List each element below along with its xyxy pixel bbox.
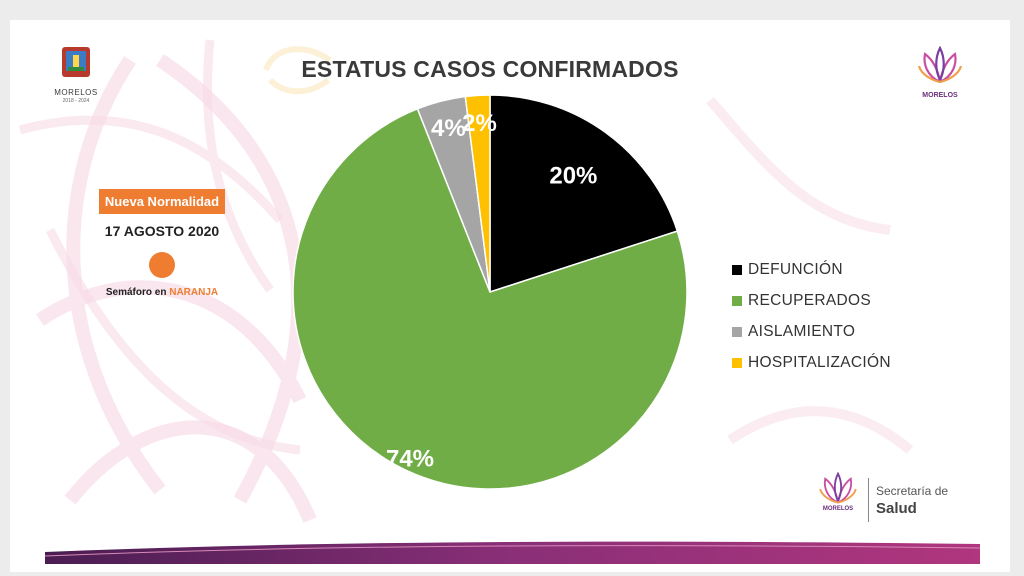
legend-swatch [732, 357, 742, 368]
bottom-decorative-band [45, 541, 980, 564]
slide: MORELOS 2018 - 2024 MORELOS ESTATUS CASO… [10, 20, 1010, 572]
legend-item: DEFUNCIÓN [732, 254, 891, 285]
data-label-recuperados: 74% [386, 445, 434, 472]
legend-label: DEFUNCIÓN [748, 260, 843, 278]
status-panel: Nueva Normalidad 17 AGOSTO 2020 Semáforo… [82, 189, 242, 298]
morelos-shield-icon [62, 47, 90, 77]
brand-caption: MORELOS [822, 506, 854, 512]
background-decoration [18, 39, 914, 523]
secretaria-salud-logo: MORELOS Secretaría de Salud [810, 472, 980, 532]
morelos-logo-left: MORELOS 2018 - 2024 [46, 45, 106, 104]
data-label-hospitalización: 2% [462, 110, 497, 137]
pie-slice-recuperados [292, 107, 688, 490]
legend-swatch [732, 264, 742, 275]
semaforo-dot-icon [149, 252, 175, 278]
semaforo-text: Semáforo en NARANJA [82, 287, 242, 298]
semaforo-color-word: NARANJA [169, 287, 219, 298]
legend-label: HOSPITALIZACIÓN [748, 353, 891, 371]
legend-item: AISLAMIENTO [732, 316, 891, 347]
legend-label: RECUPERADOS [748, 291, 872, 309]
logo-left-caption: MORELOS [54, 88, 98, 97]
chart-legend: DEFUNCIÓN RECUPERADOS AISLAMIENTO HOSPITALI… [732, 254, 891, 378]
brand-line-2: Salud [876, 500, 917, 517]
lotus-flower-icon [917, 45, 963, 84]
legend-swatch [732, 295, 742, 306]
legend-label: AISLAMIENTO [748, 322, 856, 340]
pie-slice-hospitalización [464, 94, 491, 293]
data-label-defunción: 20% [549, 163, 597, 190]
nueva-normalidad-badge: Nueva Normalidad [98, 189, 226, 214]
brand-line-1: Secretaría de [876, 484, 949, 498]
logo-right-caption: MORELOS [922, 92, 958, 99]
legend-swatch [732, 326, 742, 337]
brand-divider [868, 478, 869, 522]
lotus-flower-icon [819, 472, 857, 504]
semaforo-prefix: Semáforo en [105, 287, 170, 298]
chart-title: ESTATUS CASOS CONFIRMADOS [301, 56, 679, 82]
logo-left-years: 2018 - 2024 [62, 98, 90, 104]
legend-item: HOSPITALIZACIÓN [732, 347, 891, 378]
legend-item: RECUPERADOS [732, 285, 891, 316]
pie-chart: 20% 74% 4%2% [292, 94, 688, 490]
data-label-aislamiento: 4% [431, 115, 466, 142]
report-date: 17 AGOSTO 2020 [104, 223, 220, 239]
morelos-logo-right: MORELOS [905, 45, 975, 99]
pie-slice-defunción [489, 94, 679, 294]
